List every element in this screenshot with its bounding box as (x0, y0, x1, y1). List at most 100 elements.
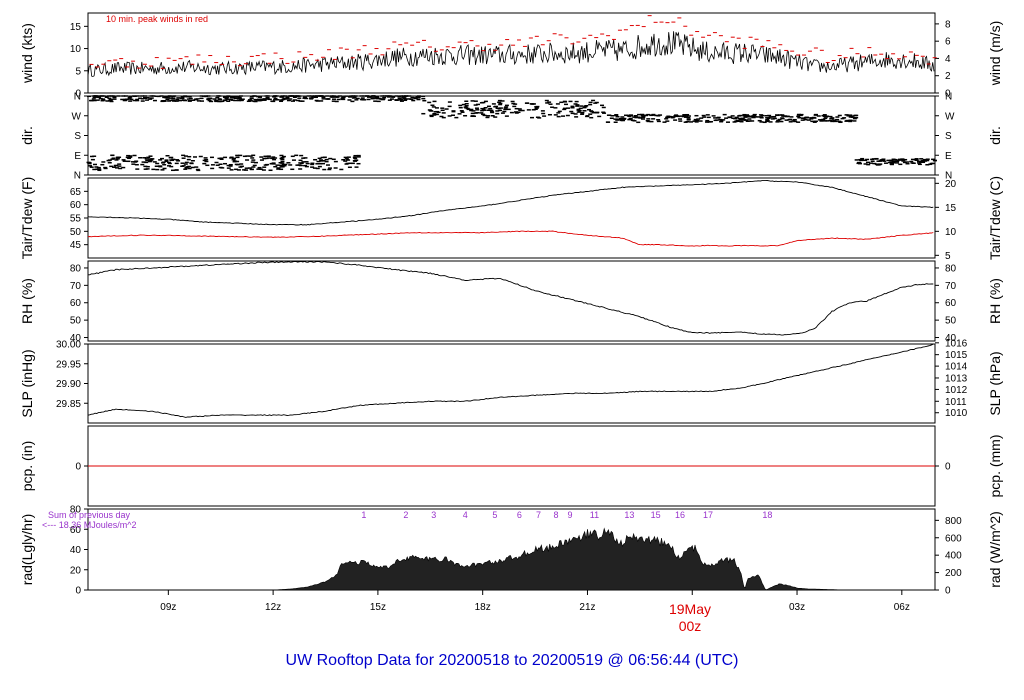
xtick-label: 21z (579, 602, 595, 613)
ytick-label: 60 (70, 525, 82, 536)
ytick-right-label: 200 (945, 568, 962, 579)
hour-marker: 8 (554, 510, 559, 520)
ytick-label: 45 (70, 240, 82, 251)
ylabel-right: SLP (hPa) (987, 351, 1003, 415)
ytick-label: 29.90 (56, 379, 81, 390)
panel-wind: 0 5 10 15 0 2 4 6 8 wind (kts) wind (m/s) 10 min. p… (19, 12, 1003, 100)
date-marker-hour: 00z (679, 618, 702, 634)
ytick-label: 80 (70, 263, 82, 274)
ytick-right-label: 6 (945, 37, 951, 48)
ytick-right-label: 0 (945, 89, 951, 100)
hour-marker: 15 (651, 510, 661, 520)
panel-temp: 45 50 55 60 65 5 10 15 20 Tair/Tdew (F) Tair/Tdew … (19, 176, 1003, 262)
slp-line (87, 343, 934, 418)
ytick-right-label: W (945, 111, 955, 122)
ytick-label: 10 (70, 44, 82, 55)
panel-frame (87, 12, 936, 94)
ytick-right-label: 40 (945, 333, 957, 344)
xtick-label: 09z (160, 602, 176, 613)
ytick-label: 29.85 (56, 399, 81, 410)
tair-line (87, 180, 934, 226)
ytick-label: 50 (70, 227, 82, 238)
ytick-label: 70 (70, 281, 82, 292)
ytick-label: 0 (75, 89, 81, 100)
ytick-right-label: 5 (945, 251, 951, 262)
ytick-right-label: 800 (945, 516, 962, 527)
ytick-right-label: 600 (945, 533, 962, 544)
ylabel-left: SLP (inHg) (19, 349, 35, 417)
ylabel-right: pcp. (mm) (987, 435, 1003, 498)
ytick-right-label: 2 (945, 71, 951, 82)
ylabel-right: wind (m/s) (987, 21, 1003, 87)
ytick-right-label: 1010 (945, 408, 968, 419)
panel-frame (87, 343, 936, 424)
ytick-label: 5 (75, 66, 81, 77)
hour-marker: 1 (361, 510, 366, 520)
wind-annotation: 10 min. peak winds in red (106, 14, 208, 24)
ytick-label: 50 (70, 316, 82, 327)
hour-marker: 9 (567, 510, 572, 520)
hour-marker: 18 (762, 510, 772, 520)
xtick-label: 06z (894, 602, 910, 613)
ytick-label: 29.95 (56, 359, 81, 370)
ytick-label: 60 (70, 200, 82, 211)
ytick-label: 65 (70, 187, 82, 198)
ytick-label: E (74, 151, 81, 162)
ytick-right-label: 0 (945, 462, 951, 473)
ytick-right-label: 0 (945, 586, 951, 597)
ytick-label: 60 (70, 298, 82, 309)
ylabel-left: pcp. (in) (19, 441, 35, 492)
hour-marker: 17 (703, 510, 713, 520)
ytick-right-label: 1011 (945, 397, 967, 408)
radiation-note-title: Sum of previous day (48, 510, 131, 520)
hour-marker: 6 (517, 510, 522, 520)
ytick-right-label: 80 (945, 263, 957, 274)
ylabel-right: dir. (987, 126, 1003, 145)
xtick-label: 03z (789, 602, 805, 613)
xtick-label: 15z (370, 602, 386, 613)
ytick-label: W (72, 111, 82, 122)
ylabel-right: rad (W/m^2) (987, 511, 1003, 588)
ytick-right-label: 1013 (945, 373, 968, 384)
ylabel-left: dir. (19, 126, 35, 145)
panel-frame (87, 260, 936, 342)
ytick-label: 20 (70, 565, 82, 576)
hour-marker: 4 (463, 510, 468, 520)
xtick-label: 18z (475, 602, 491, 613)
ytick-right-label: N (945, 171, 952, 182)
ylabel-left: RH (%) (19, 278, 35, 324)
ytick-label: N (74, 171, 81, 182)
ytick-label: 55 (70, 214, 82, 225)
hour-marker: 13 (624, 510, 634, 520)
ytick-right-label: 60 (945, 298, 957, 309)
panel-pcp: 0 0 pcp. (in) pcp. (mm) (19, 425, 1003, 507)
ytick-right-label: 8 (945, 19, 951, 30)
ytick-label: N (74, 92, 81, 103)
ytick-right-label: 1016 (945, 338, 968, 349)
wind-line (87, 31, 935, 77)
hour-marker: 2 (403, 510, 408, 520)
ytick-label: 15 (70, 22, 82, 33)
ytick-right-label: 4 (945, 54, 951, 65)
hour-marker: 7 (536, 510, 541, 520)
radiation-note-sum: <--- 18.36 MJoules/m^2 (42, 520, 137, 530)
ytick-right-label: 1012 (945, 385, 968, 396)
ytick-label: 0 (75, 586, 81, 597)
hour-marker: 3 (431, 510, 436, 520)
ytick-right-label: 70 (945, 281, 957, 292)
ylabel-left: rad(Lgly/hr) (19, 514, 35, 586)
tdew-line (87, 230, 934, 247)
hour-marker: 5 (492, 510, 497, 520)
ytick-right-label: 10 (945, 227, 957, 238)
chart-title: UW Rooftop Data for 20200518 to 20200519… (286, 652, 739, 669)
ytick-right-label: 1015 (945, 350, 968, 361)
ytick-right-label: 1014 (945, 362, 968, 373)
ylabel-left: wind (kts) (19, 23, 35, 84)
ytick-label: 40 (70, 545, 82, 556)
panel-frame (87, 177, 936, 259)
panel-rh: 40 50 60 70 80 40 50 60 70 80 RH (%) RH (%) (19, 260, 1003, 344)
